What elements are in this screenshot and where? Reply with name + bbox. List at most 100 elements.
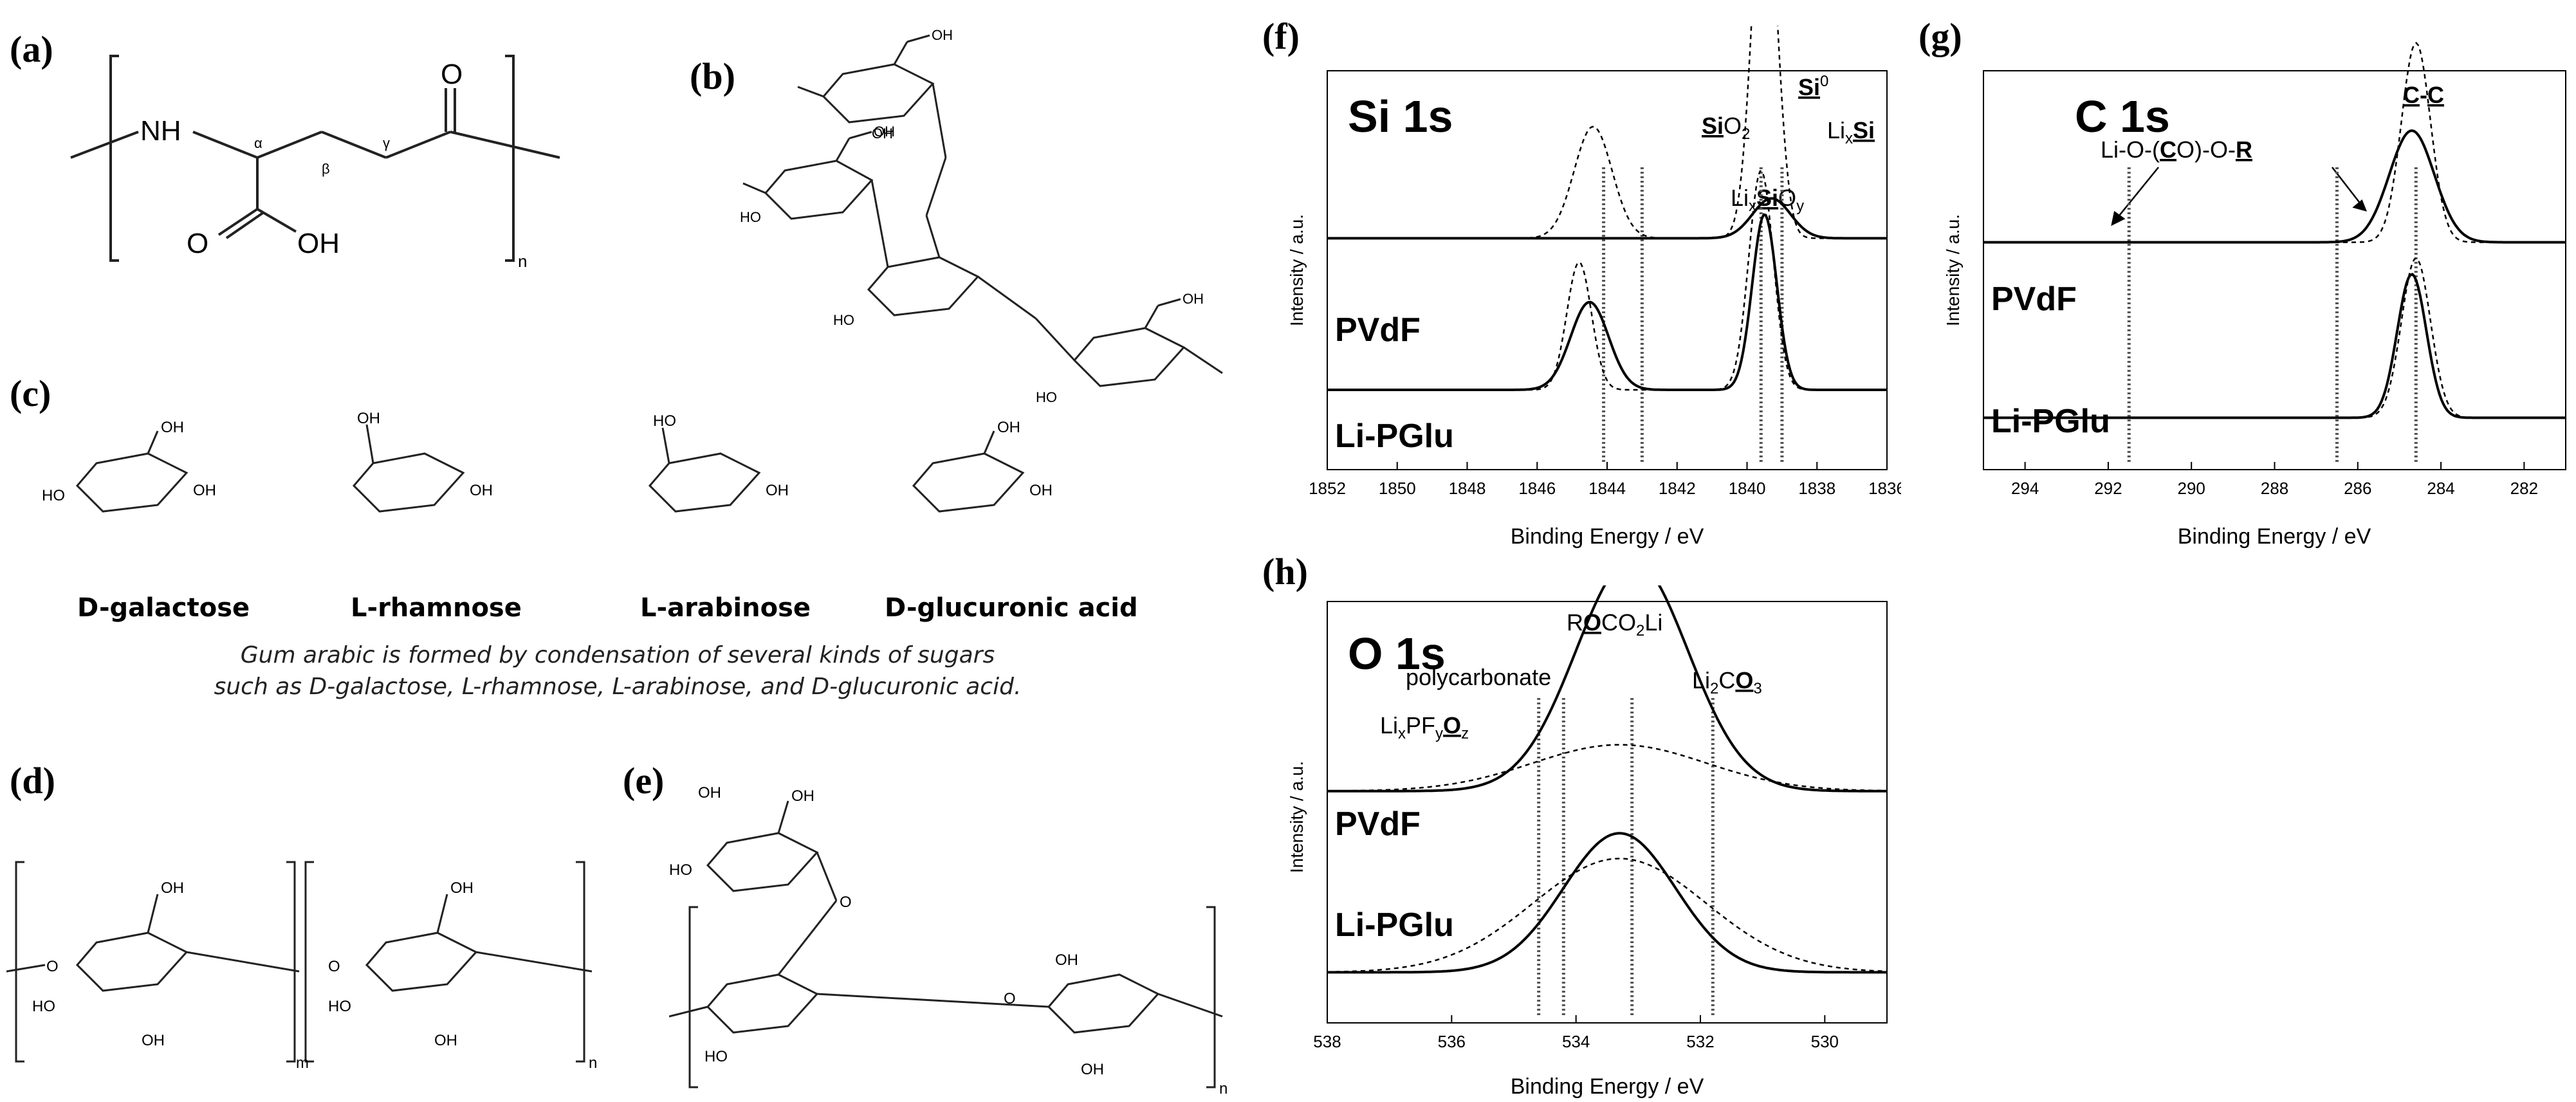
oh-label: OH [161, 419, 184, 436]
repeat-m-label: m [296, 1054, 309, 1072]
panel-label-d: (d) [10, 760, 55, 802]
x-tick-label: 284 [2427, 479, 2454, 498]
x-axis-label: Binding Energy / eV [1511, 1074, 1704, 1099]
polysaccharide-e-structure: OH OH HO O O HO OH OH n [669, 784, 1228, 1097]
polysaccharide-d-structure: O O OH OH HO HO OH OH m n [6, 861, 597, 1072]
acid-oh-label: OH [297, 228, 340, 259]
oh-label: OH [1055, 951, 1078, 969]
oh-label: OH [470, 482, 493, 499]
x-tick-label: 1840 [1729, 479, 1766, 498]
oh-label: OH [698, 784, 721, 802]
ref-label-lixsi: LixSi [1827, 117, 1875, 147]
ho-label: HO [42, 487, 65, 504]
ho-label: HO [833, 312, 854, 328]
oh-label: OH [1029, 482, 1053, 499]
x-tick-label: 1846 [1518, 479, 1556, 498]
ref-label-polycarbonate: polycarbonate [1406, 664, 1551, 690]
panel-label-g: (g) [1918, 15, 1962, 57]
spectrum-line-pvdf-solid [1983, 129, 2566, 244]
oh-label: OH [872, 125, 893, 142]
gum-arabic-branch-structure: OH OH OH HO HO HO OH [740, 27, 1223, 405]
panel-label-c: (c) [10, 372, 51, 414]
repeat-n-label: n [518, 252, 527, 271]
y-axis-label: Intensity / a.u. [1287, 214, 1307, 326]
alpha-label: α [254, 135, 262, 151]
x-tick-label: 534 [1562, 1032, 1590, 1051]
ho-label: HO [1036, 389, 1057, 405]
x-axis-ticks: 294 292 290 288 286 284 282 [2011, 462, 2538, 498]
spectrum-line-pvdf-dashed [1983, 42, 2566, 243]
panel-label-f: (f) [1262, 15, 1300, 57]
nh-label: NH [140, 115, 181, 147]
ref-label-carbonate: Li-O-(CO)-O-R [2101, 136, 2252, 163]
chart-title: Si 1s [1348, 91, 1453, 142]
spectrum-line-pvdf-solid [1327, 585, 1887, 793]
series-label-li-pglu: Li-PGlu [1335, 906, 1454, 944]
gamma-label: γ [383, 135, 390, 151]
spectrum-line-li-pglu-solid [1983, 273, 2566, 419]
x-tick-label: 1848 [1449, 479, 1486, 498]
caption-line-1: Gum arabic is formed by condensation of … [240, 642, 995, 668]
x-tick-label: 1850 [1379, 479, 1416, 498]
repeat-n-label: n [1219, 1080, 1228, 1097]
chart-title: C 1s [2075, 91, 2170, 142]
panel-label-a: (a) [10, 28, 53, 70]
x-tick-label: 282 [2510, 479, 2538, 498]
x-tick-label: 1844 [1588, 479, 1626, 498]
x-tick-label: 1852 [1309, 479, 1346, 498]
oh-label: OH [1182, 291, 1204, 307]
oh-label: OH [791, 787, 814, 805]
x-tick-label: 290 [2178, 479, 2205, 498]
ho-label: HO [740, 209, 761, 225]
o-1s-spectrum-chart: O 1s Intensity / a.u. Binding Energy / e… [1287, 585, 1888, 1099]
oh-label: OH [357, 412, 380, 427]
panel-label-e: (e) [623, 760, 665, 802]
ref-label-li2co3: Li2CO3 [1692, 667, 1762, 697]
ring-o-label: O [328, 958, 340, 975]
oh-label: OH [450, 879, 474, 897]
si-1s-spectrum-chart: Si 1s Intensity / a.u. Binding Energy / … [1287, 26, 1901, 549]
x-axis-ticks: 538 536 534 532 530 [1313, 1015, 1839, 1051]
oh-label: OH [193, 482, 216, 499]
ref-label-si0: Si0 [1798, 73, 1828, 100]
panel-label-h: (h) [1262, 551, 1308, 592]
spectrum-line-li-pglu-solid [1327, 832, 1887, 974]
beta-label: β [322, 161, 330, 177]
chart-title: O 1s [1348, 629, 1446, 679]
ref-label-cc: C-C [2403, 82, 2444, 108]
series-label-pvdf: PVdF [1991, 280, 2077, 318]
oh-label: OH [142, 1032, 165, 1049]
oh-label: OH [932, 27, 953, 43]
caption-line-2: such as D-galactose, L-rhamnose, L-arabi… [214, 673, 1022, 700]
acid-o-label: O [187, 228, 208, 259]
sugar-name-galactose: D-galactose [77, 593, 250, 623]
spectrum-line-li-pglu-solid [1327, 213, 1887, 391]
sugar-name-arabinose: L-arabinose [640, 593, 811, 623]
spectrum-line-pvdf-dashed [1327, 26, 1887, 239]
panel-label-b: (b) [690, 55, 735, 97]
oh-label: OH [434, 1032, 457, 1049]
oh-label: OH [161, 879, 184, 897]
series-label-li-pglu: Li-PGlu [1991, 403, 2110, 440]
x-tick-label: 532 [1686, 1032, 1714, 1051]
x-tick-label: 1842 [1659, 479, 1696, 498]
x-tick-label: 294 [2011, 479, 2039, 498]
x-tick-label: 1836 [1868, 479, 1901, 498]
sugar-monomers-structures: OH HO OH OH OH HO OH OH OH [42, 412, 1053, 513]
ho-label: HO [669, 861, 692, 879]
y-axis-label: Intensity / a.u. [1943, 214, 1963, 326]
series-label-pvdf: PVdF [1335, 805, 1421, 843]
x-tick-label: 538 [1313, 1032, 1341, 1051]
x-tick-label: 530 [1811, 1032, 1839, 1051]
annotation-arrows [2111, 167, 2368, 226]
ref-label-roco2li: ROCO2Li [1567, 609, 1662, 639]
y-axis-label: Intensity / a.u. [1287, 761, 1307, 873]
spectrum-line-li-pglu-dashed [1327, 170, 1887, 391]
repeat-n-label: n [589, 1054, 597, 1072]
carbonyl-o-label: O [441, 59, 463, 90]
c-1s-spectrum-chart: C 1s Intensity / a.u. Binding Energy / e… [1943, 42, 2566, 549]
oh-label: OH [1081, 1061, 1104, 1078]
x-tick-label: 1838 [1798, 479, 1835, 498]
plot-frame [1327, 601, 1888, 1024]
series-label-pvdf: PVdF [1335, 311, 1421, 349]
